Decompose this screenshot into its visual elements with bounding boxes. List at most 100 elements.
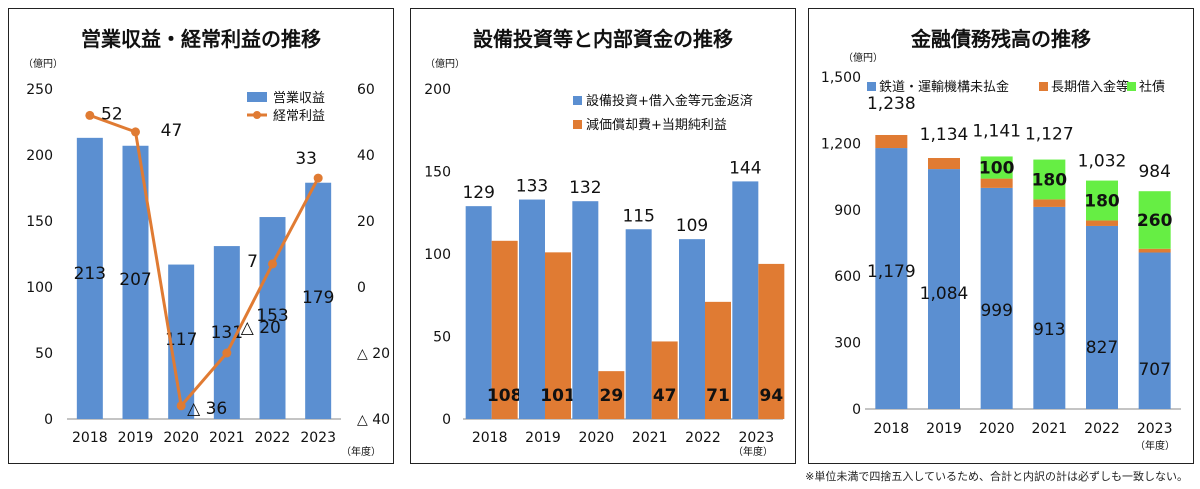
- legend-swatch: [1127, 82, 1136, 91]
- bar-segment-jrtt: [1086, 225, 1118, 409]
- bar-internal-funds: [758, 263, 785, 419]
- y-tick-label-left: 0: [44, 412, 53, 428]
- bar-capex: [732, 181, 759, 419]
- legend-swatch-revenue: [247, 92, 267, 102]
- data-label-jrtt: 1,179: [867, 262, 916, 282]
- y-tick-label: 1,500: [821, 70, 861, 86]
- x-axis-unit: （年度）: [341, 445, 381, 458]
- bar-revenue: [305, 182, 332, 419]
- x-tick-label: 2021: [632, 430, 668, 446]
- data-point-profit: [176, 401, 186, 411]
- chart-panel-capex: 設備投資等と内部資金の推移 （億円） 0 50 100 150 200 129 108 2018…: [410, 8, 796, 464]
- y-tick-label-right: 20: [357, 214, 375, 230]
- x-tick-label: 2021: [1032, 421, 1068, 437]
- capex-funds-chart: （億円） 0 50 100 150 200 129 108 2018 133 101 2019 132 2…: [424, 57, 785, 458]
- data-label-jrtt: 1,084: [920, 284, 969, 304]
- y-tick-label: 0: [852, 402, 861, 418]
- bar-segment-long-term-loan: [980, 178, 1013, 188]
- y-tick-label-left: 250: [26, 82, 53, 98]
- data-label-capex: 132: [569, 178, 601, 198]
- legend-swatch-capex: [573, 96, 582, 105]
- y-tick-label: 0: [442, 412, 451, 428]
- legend-label-internal-funds: 減価償却費+当期純利益: [586, 117, 727, 133]
- legend-swatch: [867, 82, 876, 91]
- x-tick-label: 2020: [979, 421, 1015, 437]
- bar-internal-funds: [598, 371, 625, 419]
- bar-capex: [625, 229, 652, 419]
- y-tick-label: 100: [424, 247, 451, 263]
- y-tick-label-right: △ 40: [357, 412, 390, 428]
- data-label-bond: 100: [979, 159, 1015, 179]
- data-label-internal-funds: 71: [706, 386, 730, 406]
- bar-capex: [519, 199, 545, 419]
- data-label-internal-funds: 94: [759, 386, 783, 406]
- bar-segment-long-term-loan: [1033, 199, 1066, 207]
- bar-segment-jrtt: [875, 148, 908, 409]
- y-tick-label: 1,200: [821, 136, 861, 152]
- legend-marker-profit: [253, 111, 261, 119]
- data-label-internal-funds: 29: [599, 386, 623, 406]
- data-label-revenue: 153: [256, 306, 288, 326]
- bar-internal-funds: [705, 301, 731, 419]
- x-tick-label: 2019: [926, 421, 962, 437]
- data-label-total: 1,127: [1025, 125, 1074, 145]
- chart-panel-debt: 金融債務残高の推移 （億円） 0 300 600 900 1,200 1,500 2018 20…: [808, 8, 1194, 464]
- bar-revenue: [213, 246, 240, 419]
- series-line-profit: [89, 113, 320, 410]
- x-tick-label: 2022: [1084, 421, 1120, 437]
- bar-segment-long-term-loan: [1086, 220, 1118, 226]
- data-label-jrtt: 913: [1033, 320, 1065, 340]
- y-axis-unit: （億円）: [843, 51, 883, 64]
- data-label-total: 984: [1138, 162, 1170, 182]
- chart-title: 営業収益・経常利益の推移: [81, 27, 321, 51]
- data-label-internal-funds: 47: [653, 386, 677, 406]
- data-point-profit: [131, 127, 140, 137]
- chart-title: 金融債務残高の推移: [911, 27, 1091, 51]
- x-tick-label: 2018: [874, 421, 910, 437]
- data-label-profit: 52: [101, 104, 123, 124]
- x-tick-label: 2019: [118, 430, 154, 446]
- y-axis-unit: （億円）: [425, 57, 465, 70]
- bar-segment-long-term-loan: [928, 158, 960, 170]
- data-point-profit: [85, 110, 95, 120]
- bar-revenue: [76, 137, 103, 419]
- data-point-profit: [268, 259, 277, 269]
- legend-label: 長期借入金等: [1051, 79, 1129, 95]
- data-label-bond: 260: [1137, 211, 1173, 231]
- footnote: ※単位未満で四捨五入しているため、合計と内訳の計は必ずしも一致しない。: [805, 470, 1188, 483]
- data-label-capex: 115: [622, 206, 654, 226]
- data-label-capex: 144: [729, 158, 761, 178]
- data-label-jrtt: 707: [1138, 360, 1170, 380]
- bar-internal-funds: [545, 252, 571, 419]
- legend-swatch-internal-funds: [573, 120, 582, 129]
- data-label-revenue: 207: [119, 270, 151, 290]
- bar-segment-jrtt: [1138, 252, 1171, 409]
- y-tick-label: 900: [834, 203, 861, 219]
- chart-panel-revenue: 営業収益・経常利益の推移 （億円） 0 50 100 150 200 250 60 40 20 0 △…: [8, 8, 394, 464]
- data-label-profit: 7: [247, 252, 258, 272]
- x-tick-label: 2018: [472, 430, 508, 446]
- bar-segment-bond: [1033, 159, 1066, 200]
- debt-balance-chart: （億円） 0 300 600 900 1,200 1,500 2018 2019 2020 2021…: [821, 51, 1181, 452]
- x-tick-label: 2023: [300, 430, 336, 446]
- x-tick-label: 2022: [255, 430, 291, 446]
- y-tick-label: 600: [834, 269, 861, 285]
- data-label-capex: 133: [516, 177, 548, 197]
- bar-segment-bond: [980, 156, 1013, 179]
- x-axis-unit: （年度）: [733, 445, 773, 458]
- data-label-revenue: 117: [165, 330, 197, 350]
- bar-segment-jrtt: [980, 187, 1013, 409]
- legend-swatch: [1039, 82, 1048, 91]
- data-label-internal-funds: 101: [540, 386, 576, 406]
- x-tick-label: 2018: [72, 430, 108, 446]
- data-label-revenue: 179: [302, 288, 334, 308]
- bar-segment-jrtt: [1033, 206, 1066, 409]
- x-tick-label: 2020: [579, 430, 615, 446]
- bar-capex: [572, 201, 599, 419]
- x-tick-label: 2021: [209, 430, 245, 446]
- data-label-profit: 33: [295, 149, 317, 169]
- bar-segment-bond: [1138, 191, 1171, 249]
- bar-capex: [465, 206, 492, 419]
- y-tick-label: 150: [424, 165, 451, 181]
- data-label-total: 1,032: [1078, 152, 1127, 172]
